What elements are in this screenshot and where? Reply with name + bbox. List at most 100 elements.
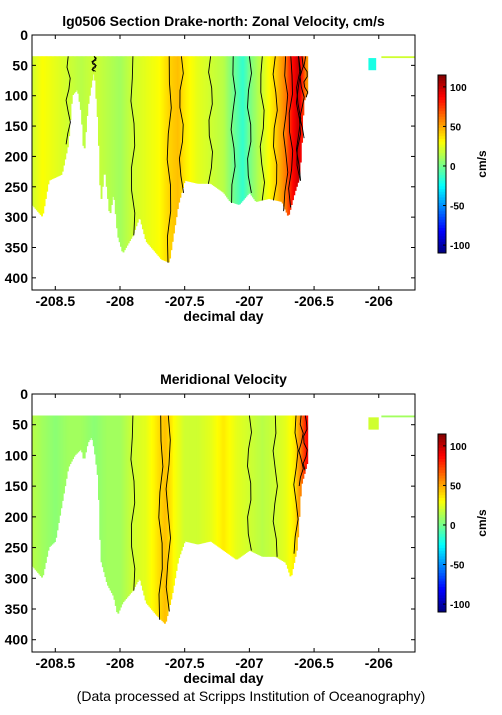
- velocity-field: [32, 415, 415, 624]
- colorbar-frame: [437, 433, 447, 613]
- colorbar-swatch: [438, 136, 446, 140]
- data-cell: [298, 415, 301, 517]
- data-cell: [259, 415, 262, 556]
- colorbar-swatch: [438, 509, 446, 513]
- data-cell: [188, 415, 191, 543]
- data-cell: [175, 415, 178, 571]
- data-cell: [290, 415, 293, 576]
- data-cell: [47, 56, 50, 185]
- colorbar-swatch: [438, 567, 446, 571]
- colorbar-swatch: [438, 595, 446, 599]
- colorbar-swatch: [438, 531, 446, 535]
- data-cell: [149, 56, 152, 247]
- colorbar: 100 50 0 -50 -100 cm/s: [437, 433, 489, 613]
- colorbar-swatch: [438, 100, 446, 104]
- data-cell: [305, 56, 307, 98]
- colorbar-swatch: [438, 520, 446, 524]
- y-tick-label: 250: [5, 179, 29, 195]
- contour-line: [247, 56, 252, 193]
- colorbar-swatch: [438, 445, 446, 449]
- data-cell: [44, 56, 47, 199]
- data-cell: [273, 56, 276, 201]
- data-cell: [141, 56, 144, 230]
- data-cell: [113, 415, 116, 600]
- colorbar-swatch: [438, 500, 446, 505]
- data-cell: [65, 415, 68, 479]
- colorbar-swatch: [438, 133, 446, 137]
- y-tick-label: 400: [5, 632, 29, 648]
- data-cell: [38, 415, 41, 575]
- colorbar-swatch: [438, 459, 446, 463]
- colorbar-swatch: [438, 236, 446, 240]
- data-cell: [196, 415, 199, 545]
- data-cell: [215, 415, 218, 546]
- colorbar-swatch: [438, 570, 446, 574]
- data-cell: [119, 56, 122, 247]
- data-cell: [219, 56, 222, 191]
- data-cell: [46, 56, 49, 192]
- colorbar-tick-label: 0: [450, 521, 456, 532]
- colorbar-swatch: [438, 475, 446, 479]
- data-cell: [197, 56, 200, 184]
- colorbar-swatch: [438, 216, 446, 221]
- data-cell: [148, 56, 151, 246]
- data-cell: [215, 56, 218, 188]
- contour-line: [91, 55, 97, 72]
- data-cell: [189, 56, 192, 183]
- colorbar-swatch: [438, 161, 446, 165]
- data-cell: [206, 415, 209, 543]
- data-cell: [121, 56, 124, 252]
- data-cell: [266, 56, 269, 200]
- data-cell: [187, 415, 190, 543]
- data-cell: [209, 415, 212, 542]
- data-cell: [232, 415, 235, 558]
- data-cell: [205, 56, 208, 184]
- colorbar-swatch: [438, 166, 446, 171]
- colorbar-tick-label: 100: [450, 83, 467, 94]
- colorbar-swatch: [438, 172, 446, 176]
- data-cell: [51, 56, 54, 180]
- data-cell: [95, 415, 98, 465]
- colorbar-tick-label: 100: [450, 442, 467, 453]
- colorbar-swatch: [438, 559, 446, 563]
- data-patch: [381, 415, 415, 418]
- data-cell: [242, 56, 245, 200]
- data-cell: [48, 415, 51, 547]
- data-cell: [297, 56, 300, 183]
- data-cell: [108, 415, 111, 589]
- colorbar-swatch: [438, 189, 446, 193]
- colorbar-tick-label: -100: [450, 600, 470, 611]
- colorbar-swatch: [438, 144, 446, 148]
- data-cell: [79, 56, 82, 110]
- data-cell: [251, 415, 254, 553]
- data-cell: [219, 415, 222, 549]
- data-cell: [195, 56, 197, 184]
- data-cell: [263, 56, 266, 200]
- contour-line: [282, 56, 289, 212]
- colorbar-swatch: [438, 138, 446, 143]
- colorbar-swatch: [438, 456, 446, 460]
- data-cell: [35, 415, 38, 572]
- data-cell: [167, 56, 170, 263]
- data-cell: [95, 56, 98, 99]
- data-cell: [39, 415, 42, 576]
- x-tick-label: -206: [365, 655, 393, 671]
- chart-title: lg0506 Section Drake-north: Zonal Veloci…: [62, 13, 385, 29]
- data-cell: [97, 56, 100, 146]
- data-cell: [288, 415, 291, 573]
- data-cell: [214, 415, 217, 545]
- colorbar-label: cm/s: [475, 509, 489, 537]
- data-cell: [273, 415, 276, 557]
- colorbar-swatch: [438, 536, 446, 541]
- data-cell: [52, 415, 55, 544]
- data-cell: [53, 415, 56, 543]
- data-cell: [92, 415, 95, 447]
- contour-line: [65, 56, 71, 145]
- data-cell: [48, 56, 51, 181]
- data-cell: [50, 56, 53, 180]
- data-cell: [204, 415, 206, 543]
- data-cell: [239, 56, 241, 205]
- data-cell: [292, 56, 294, 201]
- colorbar-swatch: [438, 439, 446, 443]
- data-cell: [301, 415, 304, 484]
